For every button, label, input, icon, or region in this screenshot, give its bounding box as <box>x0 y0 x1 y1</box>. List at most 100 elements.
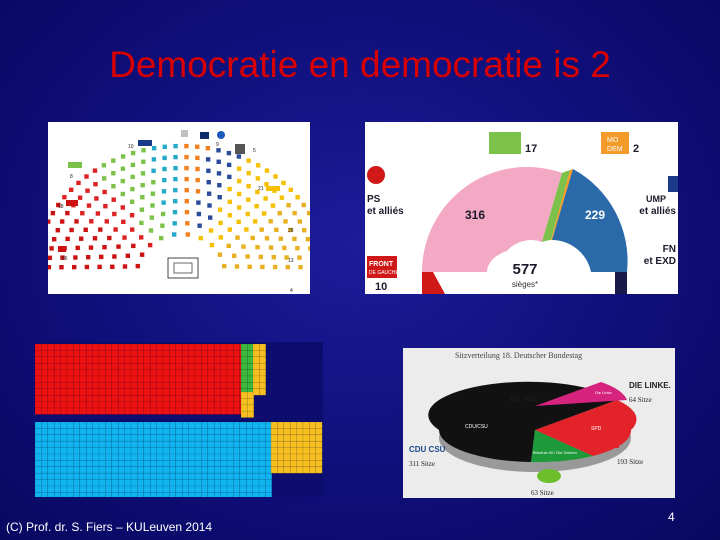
grid-seat-cell <box>124 485 132 493</box>
grid-seat-cell <box>175 343 183 351</box>
grid-seat-cell <box>194 375 202 383</box>
seat-cell <box>261 210 267 217</box>
grid-seat-cell <box>79 460 87 468</box>
grid-seat-cell <box>226 479 234 487</box>
grid-seat-cell <box>92 394 100 402</box>
grid-seat-cell <box>85 375 93 383</box>
grid-seat-cell <box>315 466 323 474</box>
grid-seat-cell <box>79 434 87 442</box>
grid-seat-cell <box>245 428 253 436</box>
grid-seat-cell <box>252 466 260 474</box>
grid-seat-cell <box>149 434 157 442</box>
grid-seat-cell <box>41 434 49 442</box>
grid-seat-cell <box>220 343 228 351</box>
grid-seat-cell <box>105 369 113 377</box>
grid-seat-cell <box>240 375 248 383</box>
grid-seat-cell <box>124 428 132 436</box>
grid-seat-cell <box>79 382 87 390</box>
grid-seat-cell <box>233 350 241 358</box>
grid-seat-cell <box>201 492 209 497</box>
grid-seat-cell <box>34 466 42 474</box>
grid-seat-cell <box>245 440 253 448</box>
seat-cell <box>183 176 190 182</box>
grid-seat-cell <box>233 375 241 383</box>
grid-seat-cell <box>79 479 87 487</box>
grid-seat-cell <box>137 421 145 429</box>
grid-seat-cell <box>247 404 255 412</box>
grid-seat-cell <box>92 479 100 487</box>
grid-seat-cell <box>53 466 61 474</box>
grid-seat-cell <box>105 447 113 455</box>
grid-seat-cell <box>277 434 285 442</box>
seat-cell <box>55 227 61 233</box>
seat-cell <box>300 202 307 208</box>
grid-seat-cell <box>207 421 215 429</box>
grid-seat-cell <box>53 479 61 487</box>
grid-seat-cell <box>111 434 119 442</box>
grid-seat-cell <box>175 375 183 383</box>
grid-seat-cell <box>239 434 247 442</box>
grid-seat-cell <box>149 479 157 487</box>
grid-seat-cell <box>53 485 61 493</box>
grid-seat-cell <box>226 401 234 409</box>
seat-cell <box>150 167 157 174</box>
grid-seat-cell <box>188 382 196 390</box>
grid-seat-cell <box>137 453 145 461</box>
grid-seat-cell <box>156 369 164 377</box>
grid-seat-cell <box>66 479 74 487</box>
grid-seat-cell <box>175 428 183 436</box>
grid-seat-cell <box>226 485 234 493</box>
grid-seat-cell <box>105 479 113 487</box>
grid-seat-cell <box>66 421 74 429</box>
grid-seat-cell <box>162 343 170 351</box>
grid-seat-cell <box>213 407 221 415</box>
grid-seat-cell <box>53 350 61 358</box>
grid-seat-cell <box>34 394 42 402</box>
seat-cell <box>110 183 117 190</box>
grid-seat-cell <box>137 394 145 402</box>
grid-seat-cell <box>156 447 164 455</box>
grid-seat-cell <box>60 428 68 436</box>
grid-seat-cell <box>156 460 164 468</box>
grid-seat-cell <box>143 388 151 396</box>
grid-seat-cell <box>73 401 81 409</box>
grid-seat-cell <box>53 434 61 442</box>
grid-seat-cell <box>149 440 157 448</box>
seat-cell <box>161 166 168 172</box>
seat-cell <box>282 218 289 225</box>
grid-seat-cell <box>245 485 253 493</box>
grid-seat-cell <box>73 428 81 436</box>
grid-seat-cell <box>130 440 138 448</box>
seat-cell <box>194 143 200 150</box>
grid-seat-cell <box>175 350 183 358</box>
grid-seat-cell <box>111 472 119 480</box>
grid-seat-cell <box>117 466 125 474</box>
seat-cell <box>235 219 242 225</box>
grid-seat-cell <box>130 485 138 493</box>
grid-seat-cell <box>98 407 106 415</box>
seat-cell <box>196 222 203 229</box>
grid-seat-cell <box>162 362 170 370</box>
grid-seat-cell <box>85 369 93 377</box>
grid-seat-cell <box>252 447 260 455</box>
grid-seat-cell <box>53 460 61 468</box>
grid-seat-cell <box>309 466 317 474</box>
grid-seat-cell <box>111 350 119 358</box>
grid-seat-cell <box>162 440 170 448</box>
seat-cell <box>262 195 269 202</box>
seat-cell <box>101 162 107 169</box>
grid-seat-cell <box>213 485 221 493</box>
grid-seat-cell <box>105 401 113 409</box>
grid-seat-cell <box>79 472 87 480</box>
grid-seat-cell <box>85 472 93 480</box>
grid-seat-cell <box>213 382 221 390</box>
grid-seat-cell <box>149 453 157 461</box>
grid-seat-cell <box>181 492 189 497</box>
grid-seat-cell <box>117 472 125 480</box>
grid-seat-cell <box>149 472 157 480</box>
grid-seat-cell <box>92 421 100 429</box>
seat-cell <box>110 196 117 203</box>
grid-seat-cell <box>309 434 317 442</box>
grid-seat-cell <box>270 434 278 442</box>
grid-seat-cell <box>181 472 189 480</box>
